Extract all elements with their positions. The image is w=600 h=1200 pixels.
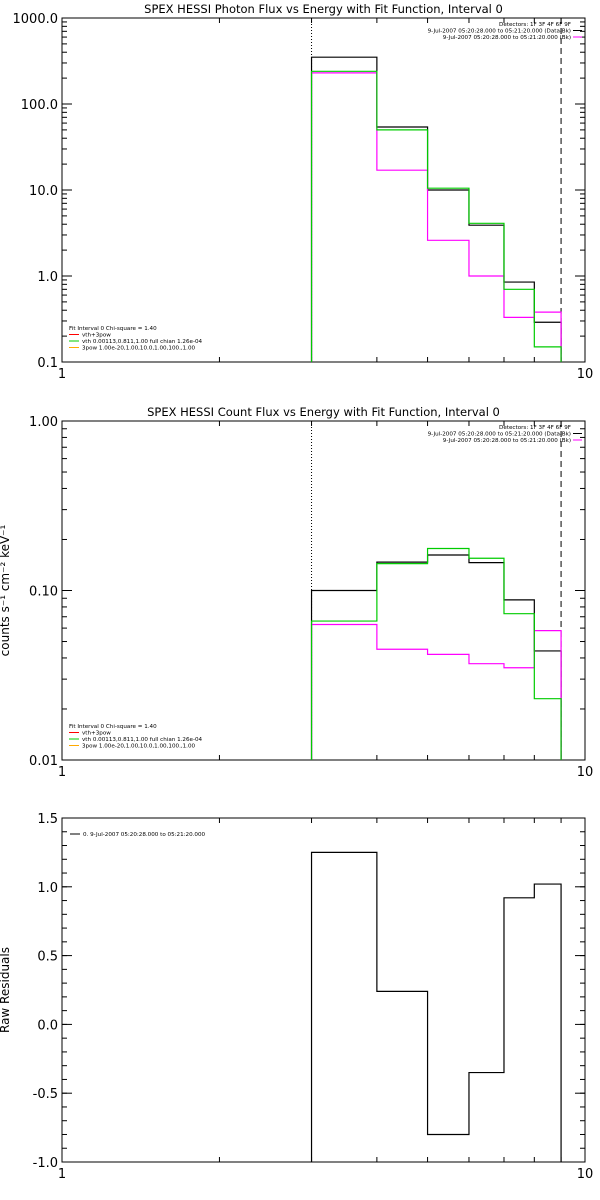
legend-top-entry: Detectors: 1F 3F 4F 6F 9F <box>499 22 571 28</box>
y-axis-label: counts s⁻¹ cm⁻² keV⁻¹ <box>0 524 12 656</box>
legend-top-entry: 9-Jul-2007 05:20:28.000 to 05:21:20.000 … <box>443 35 571 41</box>
legend-bottom-entry: vth+3pow <box>82 731 111 737</box>
chart-panel-3: Raw Residuals 1 10 -1.0 -0.5 0.0 0.5 1.0 1.5 0. 9… <box>0 812 593 1182</box>
legend-top-entry: 9-Jul-2007 05:20:28.000 to 05:21:20.000 … <box>428 432 571 438</box>
series-step-line-1 <box>310 554 562 760</box>
y-tick-label: -1.0 <box>33 1156 58 1171</box>
plot-frame <box>61 817 586 1163</box>
y-tick-label: 0.5 <box>37 950 58 965</box>
x-tick-label: 10 <box>577 1167 594 1182</box>
y-tick-label: 0.10 <box>29 585 58 600</box>
legend-entry: 0. 9-Jul-2007 05:20:28.000 to 05:21:20.0… <box>83 832 206 838</box>
legend-bottom-entry: 3pow 1.00e-20,1.00,10.0,1.00,100.,1.00 <box>82 744 196 750</box>
series-step-line-3 <box>310 70 562 362</box>
y-tick-label: 1.00 <box>29 415 58 430</box>
y-tick-label: 0.1 <box>37 356 58 371</box>
legend-top-entry: 9-Jul-2007 05:20:28.000 to 05:21:20.000 … <box>428 29 571 35</box>
legend-bottom-entry: vth+3pow <box>82 333 111 339</box>
legend-top-entry: Detectors: 1F 3F 4F 6F 9F <box>499 425 571 431</box>
series-step-line-1 <box>310 851 562 1162</box>
y-tick-label: 100.0 <box>21 98 58 113</box>
legend-bottom-entry: vth 0.00113,0.811,1.00 full chian 1.26e-… <box>82 339 203 345</box>
y-tick-label: 10.0 <box>29 184 58 199</box>
y-tick-label: 1000.0 <box>13 12 59 27</box>
y-tick-label: 1.5 <box>37 812 58 827</box>
plot-frame <box>61 17 586 363</box>
legend-top-entry: 9-Jul-2007 05:20:28.000 to 05:21:20.000 … <box>443 438 571 444</box>
series-step-line-1 <box>310 56 562 362</box>
legend-bottom-entry: Fit Interval 0 Chi-square = 1.40 <box>69 326 157 332</box>
x-tick-label: 1 <box>58 765 66 780</box>
series-step-line-2 <box>310 623 562 760</box>
legend-bottom-entry: 3pow 1.00e-20,1.00,10.0,1.00,100.,1.00 <box>82 346 196 352</box>
chart-panel-1: SPEX HESSI Photon Flux vs Energy with Fi… <box>13 2 594 382</box>
legend-bottom-entry: Fit Interval 0 Chi-square = 1.40 <box>69 724 157 730</box>
y-tick-label: 0.01 <box>29 754 58 769</box>
series-step-line-2 <box>310 72 562 362</box>
x-tick-label: 10 <box>577 367 594 382</box>
chart-panel-2: SPEX HESSI Count Flux vs Energy with Fit… <box>0 405 593 780</box>
x-tick-label: 10 <box>577 765 594 780</box>
y-axis-label: Raw Residuals <box>0 947 12 1033</box>
chart-title: SPEX HESSI Photon Flux vs Energy with Fi… <box>144 2 503 16</box>
y-tick-label: 0.0 <box>37 1018 58 1033</box>
series-step-line-3 <box>310 547 562 760</box>
y-tick-label: -0.5 <box>33 1087 58 1102</box>
legend-bottom-entry: vth 0.00113,0.811,1.00 full chian 1.26e-… <box>82 737 203 743</box>
x-tick-label: 1 <box>58 1167 66 1182</box>
y-tick-label: 1.0 <box>37 881 58 896</box>
y-tick-label: 1.0 <box>37 270 58 285</box>
x-tick-label: 1 <box>58 367 66 382</box>
chart-title: SPEX HESSI Count Flux vs Energy with Fit… <box>147 405 500 419</box>
